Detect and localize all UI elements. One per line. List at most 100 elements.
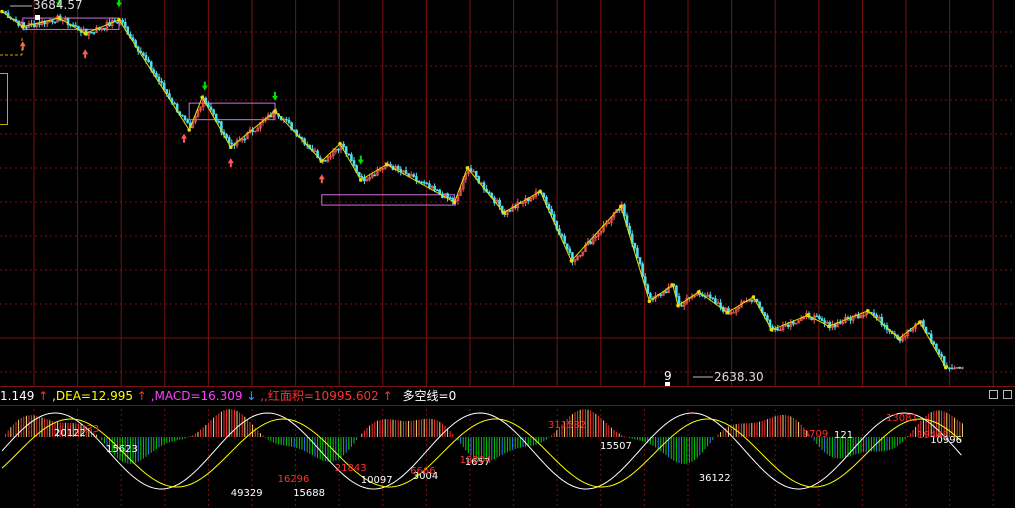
candle-body (750, 299, 754, 302)
candle-body (594, 236, 598, 239)
candle-body (446, 193, 449, 198)
candle-body (365, 179, 369, 182)
dif-value-label: 10996 (930, 435, 962, 446)
candle-body (103, 27, 106, 30)
candle-body (711, 297, 715, 300)
candle-body (903, 335, 907, 338)
candle-body (212, 109, 215, 115)
maximize-panel-button[interactable] (989, 390, 998, 399)
candle-body (799, 318, 803, 321)
dea-line (1, 418, 962, 488)
sell-arrow-icon (201, 81, 208, 91)
candle-body (160, 81, 163, 84)
candle-body (659, 294, 663, 296)
candle-body (404, 170, 408, 174)
zigzag-pivot (273, 109, 277, 113)
dif-value-label: 36122 (699, 473, 731, 484)
zigzag-pivot (806, 313, 810, 318)
candle-body (877, 316, 881, 319)
candle-body (420, 181, 423, 184)
zigzag-pivot (944, 365, 948, 370)
zigzag-pivot (359, 178, 363, 182)
candle-body (456, 195, 460, 201)
candle-body (142, 52, 145, 56)
candle-body (958, 366, 962, 369)
candle-body (734, 308, 738, 313)
zigzag-pivot (187, 128, 191, 132)
zigzag-pivot (117, 17, 121, 22)
candle-body (825, 322, 829, 324)
candle-body (428, 183, 431, 188)
candle-body (498, 199, 501, 207)
zigzag-pivot (866, 309, 870, 313)
candle-body (477, 176, 481, 184)
low-marker (665, 382, 670, 387)
candle-body (4, 11, 7, 14)
zigzag-pivot (465, 166, 470, 170)
zigzag-pivot (502, 210, 506, 215)
candle-body (25, 26, 28, 29)
candle-body (217, 121, 221, 123)
candle-body (173, 102, 176, 105)
dea-value-label: 6666 (410, 466, 435, 477)
dea-value-label: 333 (80, 424, 99, 435)
dif-value-label: 1657 (465, 457, 490, 468)
candle-body (547, 204, 551, 210)
candle-body (779, 329, 782, 332)
candle-body (862, 314, 865, 317)
candle-body (352, 160, 356, 166)
zigzag-pivot (452, 200, 457, 205)
candle-body (815, 315, 819, 318)
candle-body (940, 353, 943, 357)
candle-body (664, 291, 668, 293)
candle-body (240, 138, 244, 141)
candle-body (40, 20, 44, 25)
zigzag-pivot (57, 16, 61, 20)
candle-body (194, 115, 197, 123)
candle-body (326, 156, 330, 162)
candle-body (370, 174, 374, 178)
candle-body (368, 176, 371, 180)
candle-body (347, 153, 351, 156)
candle-body (820, 318, 824, 321)
candle-body (422, 181, 426, 184)
candle-body (66, 18, 70, 25)
candle-body (227, 137, 231, 144)
candle-body (74, 25, 78, 27)
candle-body (342, 143, 345, 148)
candle-body (576, 255, 579, 261)
zigzag-pivot (83, 31, 87, 36)
candle-body (529, 198, 533, 202)
candle-body (430, 185, 434, 188)
zigzag-pivot (619, 204, 623, 209)
candle-body (95, 27, 98, 33)
candle-body (186, 119, 189, 124)
red-area-value: ,,红面积=10995.602 (260, 389, 379, 403)
candle-body (927, 332, 930, 335)
candle-body (714, 298, 717, 304)
zigzag-pivot (827, 324, 831, 329)
candle-body (729, 312, 733, 315)
candle-body (313, 150, 317, 153)
candle-body (196, 109, 200, 117)
candle-body (638, 257, 642, 265)
close-panel-button[interactable] (1003, 390, 1012, 399)
candle-body (737, 307, 741, 310)
zigzag-pivot (676, 303, 680, 308)
zone-boxes (22, 17, 455, 206)
candle-body (542, 193, 546, 198)
candle-body (324, 159, 327, 162)
long-short-value: 多空线=0 (402, 389, 457, 403)
candle-body (786, 324, 790, 327)
candle-body (833, 324, 837, 328)
candle-body (435, 189, 439, 192)
candle-body (409, 174, 413, 177)
sell-arrow-icon (56, 0, 63, 8)
zigzag-pivot (21, 24, 25, 29)
candle-body (183, 115, 187, 120)
candle-body (443, 193, 447, 198)
candle-body (864, 312, 868, 316)
candle-body (381, 168, 384, 170)
candle-body (560, 234, 564, 237)
